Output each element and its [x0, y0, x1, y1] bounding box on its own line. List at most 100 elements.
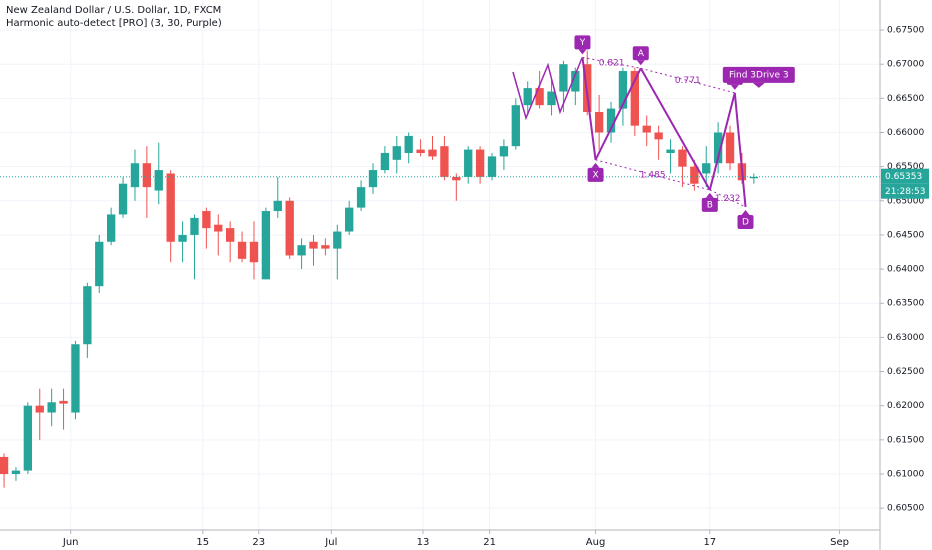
ratio-label: 1.485	[640, 170, 666, 180]
candle-body	[273, 200, 282, 212]
candle-body	[154, 170, 163, 191]
pattern-leg	[708, 92, 736, 191]
candle-body	[702, 163, 711, 174]
candle-body	[404, 135, 413, 153]
candle-body	[571, 71, 580, 92]
y-tick-label: 0.67500	[887, 26, 924, 36]
candle-body	[392, 146, 401, 160]
candle-body	[237, 241, 247, 259]
candle-body	[356, 187, 366, 208]
candle-body	[83, 286, 92, 345]
candle-body	[202, 211, 211, 229]
candle-body	[106, 214, 116, 242]
candle-body	[23, 405, 33, 471]
ratio-label: 0.821	[599, 58, 625, 68]
point-marker	[701, 197, 718, 212]
candle-body	[594, 112, 604, 133]
candle-body	[642, 125, 651, 133]
y-tick-label: 0.63000	[887, 333, 924, 343]
last-price-box	[881, 168, 929, 184]
point-marker	[632, 46, 649, 61]
pattern-leg	[594, 67, 642, 161]
candle-body	[523, 88, 532, 106]
candle-body	[285, 200, 294, 256]
y-tick-label: 0.63500	[887, 299, 924, 309]
candle-body	[678, 149, 687, 167]
y-tick-label: 0.66500	[887, 94, 924, 104]
candle-body	[475, 149, 485, 177]
y-tick-label: 0.61000	[887, 469, 924, 479]
candle-body	[333, 231, 342, 249]
y-tick-label: 0.65500	[887, 162, 924, 172]
point-label: B	[707, 200, 713, 210]
pattern-leg	[581, 57, 597, 160]
ratio-label: 0.771	[675, 76, 701, 86]
candle-body	[606, 108, 616, 133]
candle-body	[214, 224, 223, 232]
point-marker	[574, 35, 591, 50]
y-tick-label: 0.61500	[887, 435, 924, 445]
candle-body	[464, 149, 473, 177]
candle-body	[261, 211, 271, 280]
pattern-name: Find 3Drive 3	[729, 70, 789, 80]
candle-body	[618, 71, 628, 109]
point-label: X	[592, 170, 598, 180]
candle-body	[71, 344, 80, 413]
y-tick-label: 0.64000	[887, 265, 924, 275]
point-label: A	[638, 49, 645, 59]
candle-body	[380, 152, 390, 171]
x-tick-label: Sep	[830, 537, 849, 548]
ratio-line	[709, 189, 746, 208]
candle-body	[547, 91, 556, 106]
pattern-name-box	[722, 66, 795, 83]
candle-body	[440, 146, 449, 177]
candle-body	[95, 241, 104, 287]
candle-body	[309, 241, 318, 249]
x-tick-label: Aug	[586, 537, 606, 548]
pattern-leg	[639, 67, 711, 191]
point-label: Y	[579, 38, 586, 48]
candle-body	[130, 163, 140, 188]
candle-body	[297, 245, 306, 256]
ratio-line	[640, 67, 735, 94]
candle-body	[535, 88, 544, 106]
y-tick-label: 0.64500	[887, 230, 924, 240]
candle-body	[11, 470, 21, 474]
price-axis-bg	[880, 0, 932, 550]
axes: 0.60500 0.61000 0.61500 0.62000 0.62500 0.630…	[62, 26, 929, 548]
pattern-name-pointer	[752, 82, 765, 88]
y-tick-label: 0.60500	[887, 504, 924, 514]
candle-body	[428, 149, 437, 157]
ratio-label: 1.232	[715, 194, 741, 204]
point-pointer	[578, 49, 587, 55]
candle-body	[713, 132, 723, 164]
candle-body	[59, 400, 68, 404]
candle-body	[47, 402, 56, 413]
x-tick-label: Jun	[62, 537, 79, 548]
candle-body	[368, 170, 378, 188]
y-tick-label: 0.66000	[887, 128, 924, 138]
point-pointer	[741, 209, 750, 215]
point-marker	[587, 167, 604, 182]
y-tick-label: 0.62500	[887, 367, 924, 377]
candle-body	[35, 405, 44, 413]
candle-body	[559, 64, 568, 92]
x-tick-label: 15	[196, 537, 209, 548]
candle-body	[166, 173, 175, 242]
x-tick-label: 17	[703, 537, 716, 548]
countdown-box	[881, 183, 929, 199]
candle-body	[345, 207, 354, 232]
candle-body	[321, 245, 330, 249]
countdown-label: 21:28:53	[885, 187, 925, 197]
candle-body	[725, 132, 735, 164]
x-tick-label: 23	[252, 537, 265, 548]
y-tick-label: 0.62000	[887, 401, 924, 411]
zigzag	[512, 57, 583, 121]
candle-body	[0, 456, 9, 474]
point-pointer	[591, 162, 600, 168]
x-tick-label: 21	[483, 537, 496, 548]
candle-body	[511, 105, 520, 147]
candle-body	[654, 132, 663, 140]
